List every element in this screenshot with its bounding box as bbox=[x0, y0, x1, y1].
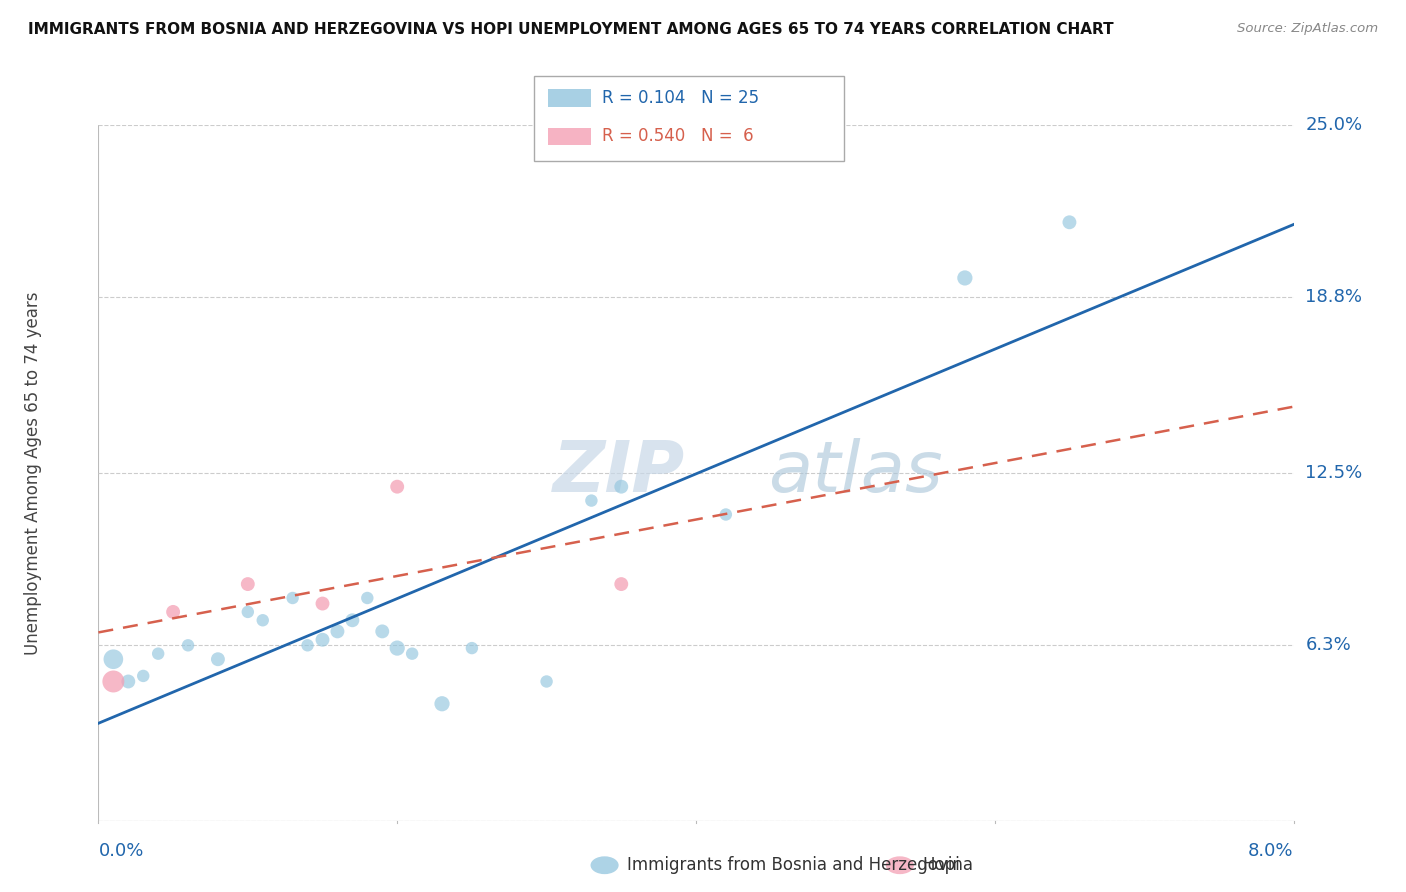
Text: Immigrants from Bosnia and Herzegovina: Immigrants from Bosnia and Herzegovina bbox=[627, 856, 973, 874]
Text: atlas: atlas bbox=[768, 438, 942, 508]
Point bbox=[236, 577, 259, 591]
Text: Unemployment Among Ages 65 to 74 years: Unemployment Among Ages 65 to 74 years bbox=[24, 291, 42, 655]
Text: Hopi: Hopi bbox=[922, 856, 960, 874]
Point bbox=[117, 674, 139, 689]
Point bbox=[461, 641, 484, 656]
Point bbox=[610, 577, 633, 591]
Point bbox=[385, 480, 409, 494]
Point bbox=[581, 493, 603, 508]
Point bbox=[536, 674, 558, 689]
Point bbox=[401, 647, 423, 661]
Point bbox=[1059, 215, 1081, 229]
Point bbox=[356, 591, 378, 605]
Point bbox=[297, 638, 319, 652]
Point bbox=[430, 697, 453, 711]
Point bbox=[385, 641, 409, 656]
Point bbox=[177, 638, 200, 652]
Text: R = 0.104   N = 25: R = 0.104 N = 25 bbox=[602, 89, 759, 107]
Text: IMMIGRANTS FROM BOSNIA AND HERZEGOVINA VS HOPI UNEMPLOYMENT AMONG AGES 65 TO 74 : IMMIGRANTS FROM BOSNIA AND HERZEGOVINA V… bbox=[28, 22, 1114, 37]
Point bbox=[714, 508, 737, 522]
Text: Source: ZipAtlas.com: Source: ZipAtlas.com bbox=[1237, 22, 1378, 36]
Text: ZIP: ZIP bbox=[553, 438, 685, 508]
Point bbox=[610, 480, 633, 494]
Point bbox=[236, 605, 259, 619]
Point bbox=[162, 605, 184, 619]
Point bbox=[207, 652, 229, 666]
Text: 12.5%: 12.5% bbox=[1305, 464, 1362, 482]
Point bbox=[281, 591, 304, 605]
Point bbox=[148, 647, 170, 661]
Point bbox=[326, 624, 349, 639]
Point bbox=[311, 632, 333, 647]
Point bbox=[252, 613, 274, 627]
Point bbox=[953, 271, 976, 285]
Text: 25.0%: 25.0% bbox=[1305, 116, 1362, 134]
Point bbox=[103, 652, 125, 666]
Text: 0.0%: 0.0% bbox=[98, 841, 143, 860]
Point bbox=[342, 613, 364, 627]
Text: 8.0%: 8.0% bbox=[1249, 841, 1294, 860]
Point bbox=[311, 597, 333, 611]
Text: R = 0.540   N =  6: R = 0.540 N = 6 bbox=[602, 128, 754, 145]
Point bbox=[103, 674, 125, 689]
Point bbox=[132, 669, 155, 683]
Text: 6.3%: 6.3% bbox=[1305, 636, 1351, 655]
Text: 18.8%: 18.8% bbox=[1305, 288, 1362, 307]
Point bbox=[371, 624, 394, 639]
